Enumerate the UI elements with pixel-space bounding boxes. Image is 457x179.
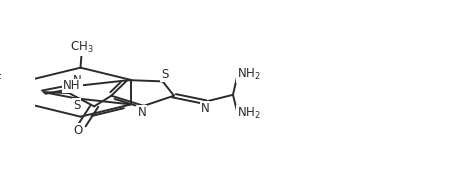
Text: N: N [138,106,147,119]
Text: S: S [73,99,80,112]
Text: NH: NH [63,79,80,92]
Text: NH$_2$: NH$_2$ [237,106,261,121]
Text: F: F [0,73,1,86]
Text: O: O [74,124,83,137]
Text: S: S [161,68,169,81]
Text: N: N [73,74,82,87]
Text: CH$_3$: CH$_3$ [70,40,94,55]
Text: N: N [201,102,210,115]
Text: NH$_2$: NH$_2$ [237,67,261,82]
